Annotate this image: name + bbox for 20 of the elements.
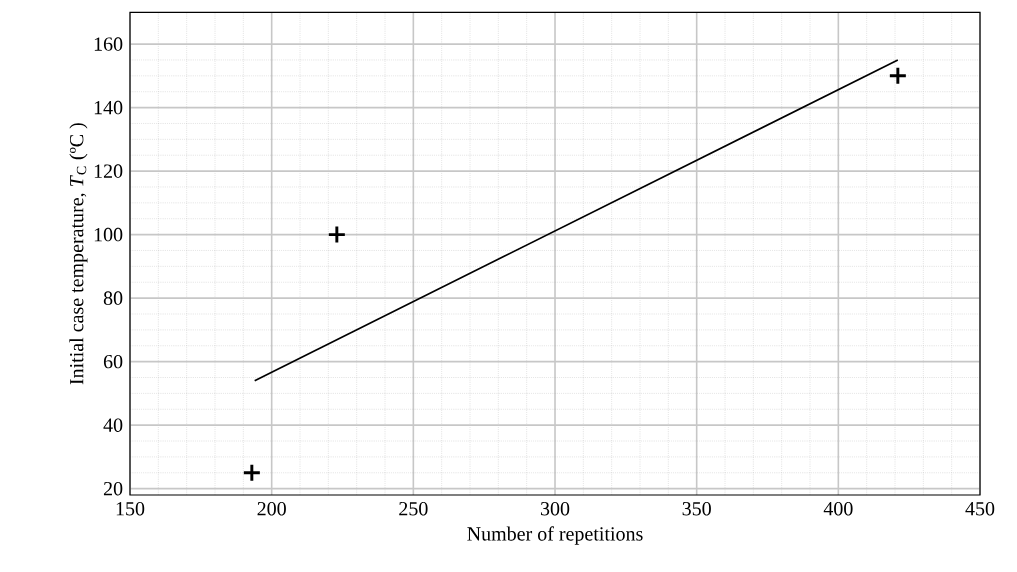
x-tick-label: 450 [965,501,995,516]
y-tick-label: 100 [94,227,123,242]
y-tick-label: 140 [94,100,123,115]
y-tick-label: 160 [94,37,123,51]
y-axis-title: Initial case temperature, T$_{C}$ (ºC ) [69,123,88,385]
point [888,66,908,86]
x-tick-label: 250 [399,501,428,516]
y-tick-label: 20 [103,481,123,496]
y-tick-label: 60 [103,354,123,369]
y-tick-label: 40 [103,418,123,432]
y-tick-label: 120 [94,164,123,178]
x-axis-title: Number of repetitions [467,526,643,545]
point [242,463,262,483]
x-tick-label: 400 [823,501,853,516]
x-tick-label: 300 [540,501,570,516]
point [327,225,347,245]
x-tick-label: 350 [682,501,711,516]
y-tick-label: 80 [103,291,123,305]
x-tick-label: 150 [116,501,145,516]
x-tick-label: 200 [257,501,286,516]
